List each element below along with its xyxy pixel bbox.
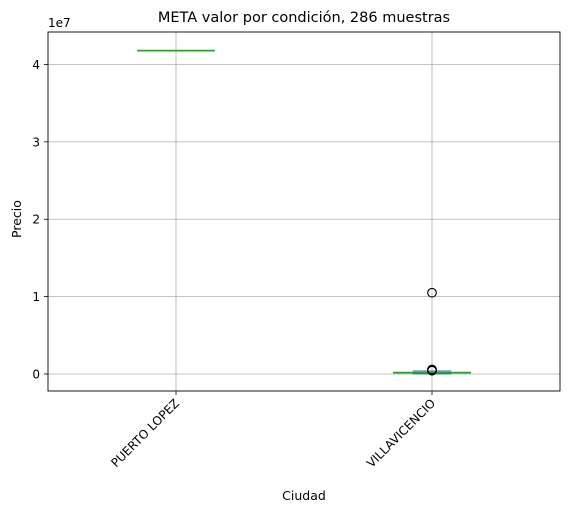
grid-lines (48, 32, 560, 391)
x-tick-label: VILLAVICENCIO (364, 396, 438, 470)
chart-title: META valor por condición, 286 muestras (158, 10, 450, 26)
y-axis-label: Precio (9, 200, 24, 238)
y-tick-label: 3 (32, 135, 40, 149)
y-axis-offset-text: 1e7 (48, 16, 71, 30)
x-axis-label: Ciudad (282, 488, 326, 503)
y-tick-label: 2 (32, 213, 40, 227)
outlier-point (427, 364, 437, 375)
box-plot-marks (137, 49, 471, 376)
outlier-point (427, 287, 437, 298)
y-tick-label: 0 (32, 367, 40, 381)
axis-ticks: 0 1 2 3 4 PUERTO LOPEZ VILLAVICENCIO (32, 58, 438, 470)
y-tick-label: 4 (32, 58, 40, 72)
plot-area-frame (47, 31, 561, 392)
x-tick-label: PUERTO LOPEZ (108, 396, 182, 470)
y-tick-label: 1 (32, 290, 40, 304)
